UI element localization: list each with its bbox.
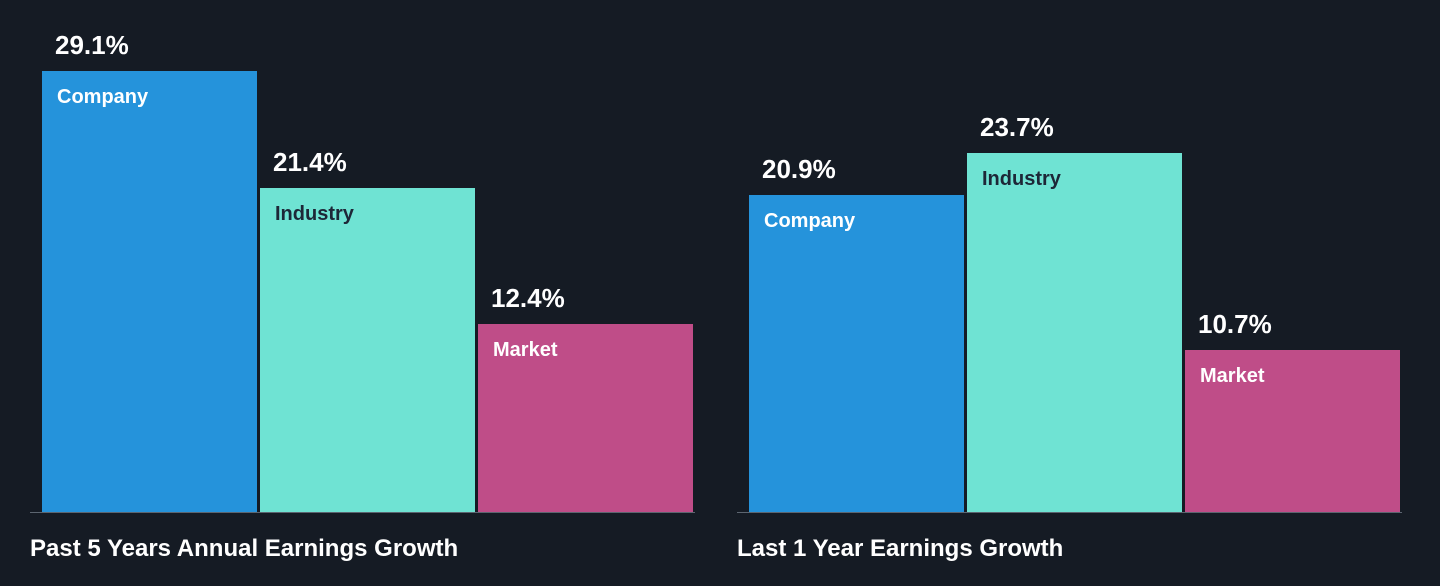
bar-group-industry: 21.4% Industry [260,148,475,512]
bar-rect-market: Market [1185,350,1400,512]
bar-category-label: Company [57,86,149,108]
bar-category-label: Market [1200,365,1265,387]
bar-category-label: Market [493,339,558,361]
chart-title-past-5-years: Past 5 Years Annual Earnings Growth [30,535,459,562]
plot-area-past-5-years: 29.1% Company 21.4% Industry 12.4% Marke… [30,8,695,513]
chart-title-last-1-year: Last 1 Year Earnings Growth [737,535,1064,562]
bar-rect-market: Market [478,324,693,512]
bar-group-market: 12.4% Market [478,284,693,512]
bar-value-label: 10.7% [1198,309,1272,340]
bar-category-label: Industry [275,203,354,225]
bar-value-label: 21.4% [273,147,347,178]
bar-rect-company: Company [749,195,964,512]
bar-group-company: 29.1% Company [42,31,257,512]
bar-group-company: 20.9% Company [749,155,964,512]
bar-rect-industry: Industry [260,188,475,512]
bar-value-label: 20.9% [762,154,836,185]
bar-value-label: 29.1% [55,30,129,61]
bar-group-market: 10.7% Market [1185,310,1400,512]
bar-rect-company: Company [42,71,257,512]
bar-value-label: 12.4% [491,283,565,314]
bar-value-label: 23.7% [980,112,1054,143]
bar-category-label: Company [764,210,856,232]
chart-last-1-year-earnings-growth: 20.9% Company 23.7% Industry 10.7% Marke… [737,8,1402,586]
chart-past-5-years-earnings-growth: 29.1% Company 21.4% Industry 12.4% Marke… [30,8,695,586]
bar-category-label: Industry [982,168,1061,190]
bar-rect-industry: Industry [967,153,1182,512]
plot-area-last-1-year: 20.9% Company 23.7% Industry 10.7% Marke… [737,8,1402,513]
bar-group-industry: 23.7% Industry [967,113,1182,512]
